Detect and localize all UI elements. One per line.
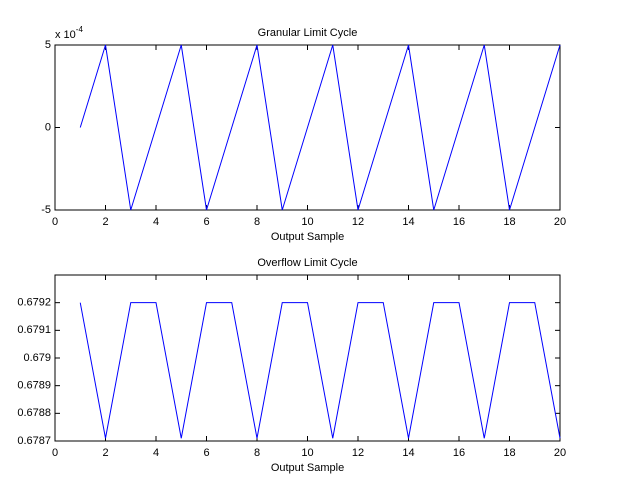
- x-tick-label: 12: [352, 216, 364, 228]
- x-tick-label: 14: [402, 447, 414, 459]
- y-exponent-power: -4: [76, 25, 84, 34]
- x-tick-label: 4: [153, 216, 159, 228]
- x-tick-label: 2: [102, 447, 108, 459]
- x-tick-label: 12: [352, 447, 364, 459]
- y-tick-label: 0.6788: [17, 407, 51, 419]
- y-tick-label: -5: [41, 204, 51, 216]
- y-exponent-base: x 10: [55, 29, 76, 41]
- x-tick-label: 0: [52, 216, 58, 228]
- x-tick-label: 16: [453, 216, 465, 228]
- chart-title: Overflow Limit Cycle: [257, 257, 357, 269]
- x-tick-label: 4: [153, 447, 159, 459]
- x-tick-label: 14: [402, 216, 414, 228]
- chart-title: Granular Limit Cycle: [258, 27, 358, 39]
- x-tick-label: 16: [453, 447, 465, 459]
- y-tick-label: 5: [45, 39, 51, 51]
- x-tick-label: 20: [554, 447, 566, 459]
- y-tick-label: 0.6792: [17, 297, 51, 309]
- x-tick-label: 6: [203, 447, 209, 459]
- x-axis-label: Output Sample: [271, 462, 344, 474]
- x-tick-label: 20: [554, 216, 566, 228]
- y-tick-label: 0.679: [23, 352, 51, 364]
- y-tick-label: 0.6787: [17, 435, 51, 447]
- axes-box: [54, 274, 561, 442]
- x-tick-label: 18: [503, 447, 515, 459]
- x-tick-label: 18: [503, 216, 515, 228]
- x-tick-label: 8: [254, 216, 260, 228]
- x-tick-label: 2: [102, 216, 108, 228]
- x-tick-label: 0: [52, 447, 58, 459]
- x-tick-label: 8: [254, 447, 260, 459]
- data-line: [79, 44, 561, 211]
- data-line: [79, 302, 561, 439]
- subplot: Overflow Limit Cycle Output Sample 0 2 4 6 8 10…: [17, 257, 566, 474]
- subplot: Granular Limit Cycle Output Sample x 10-4 0…: [41, 25, 566, 243]
- x-axis-label: Output Sample: [271, 231, 344, 243]
- y-tick-label: 0: [45, 121, 51, 133]
- y-tick-label: 0.6789: [17, 380, 51, 392]
- y-exponent: x 10-4: [55, 25, 83, 41]
- x-tick-label: 10: [301, 216, 313, 228]
- x-tick-label: 6: [203, 216, 209, 228]
- y-tick-label: 0.6791: [17, 324, 51, 336]
- x-tick-label: 10: [301, 447, 313, 459]
